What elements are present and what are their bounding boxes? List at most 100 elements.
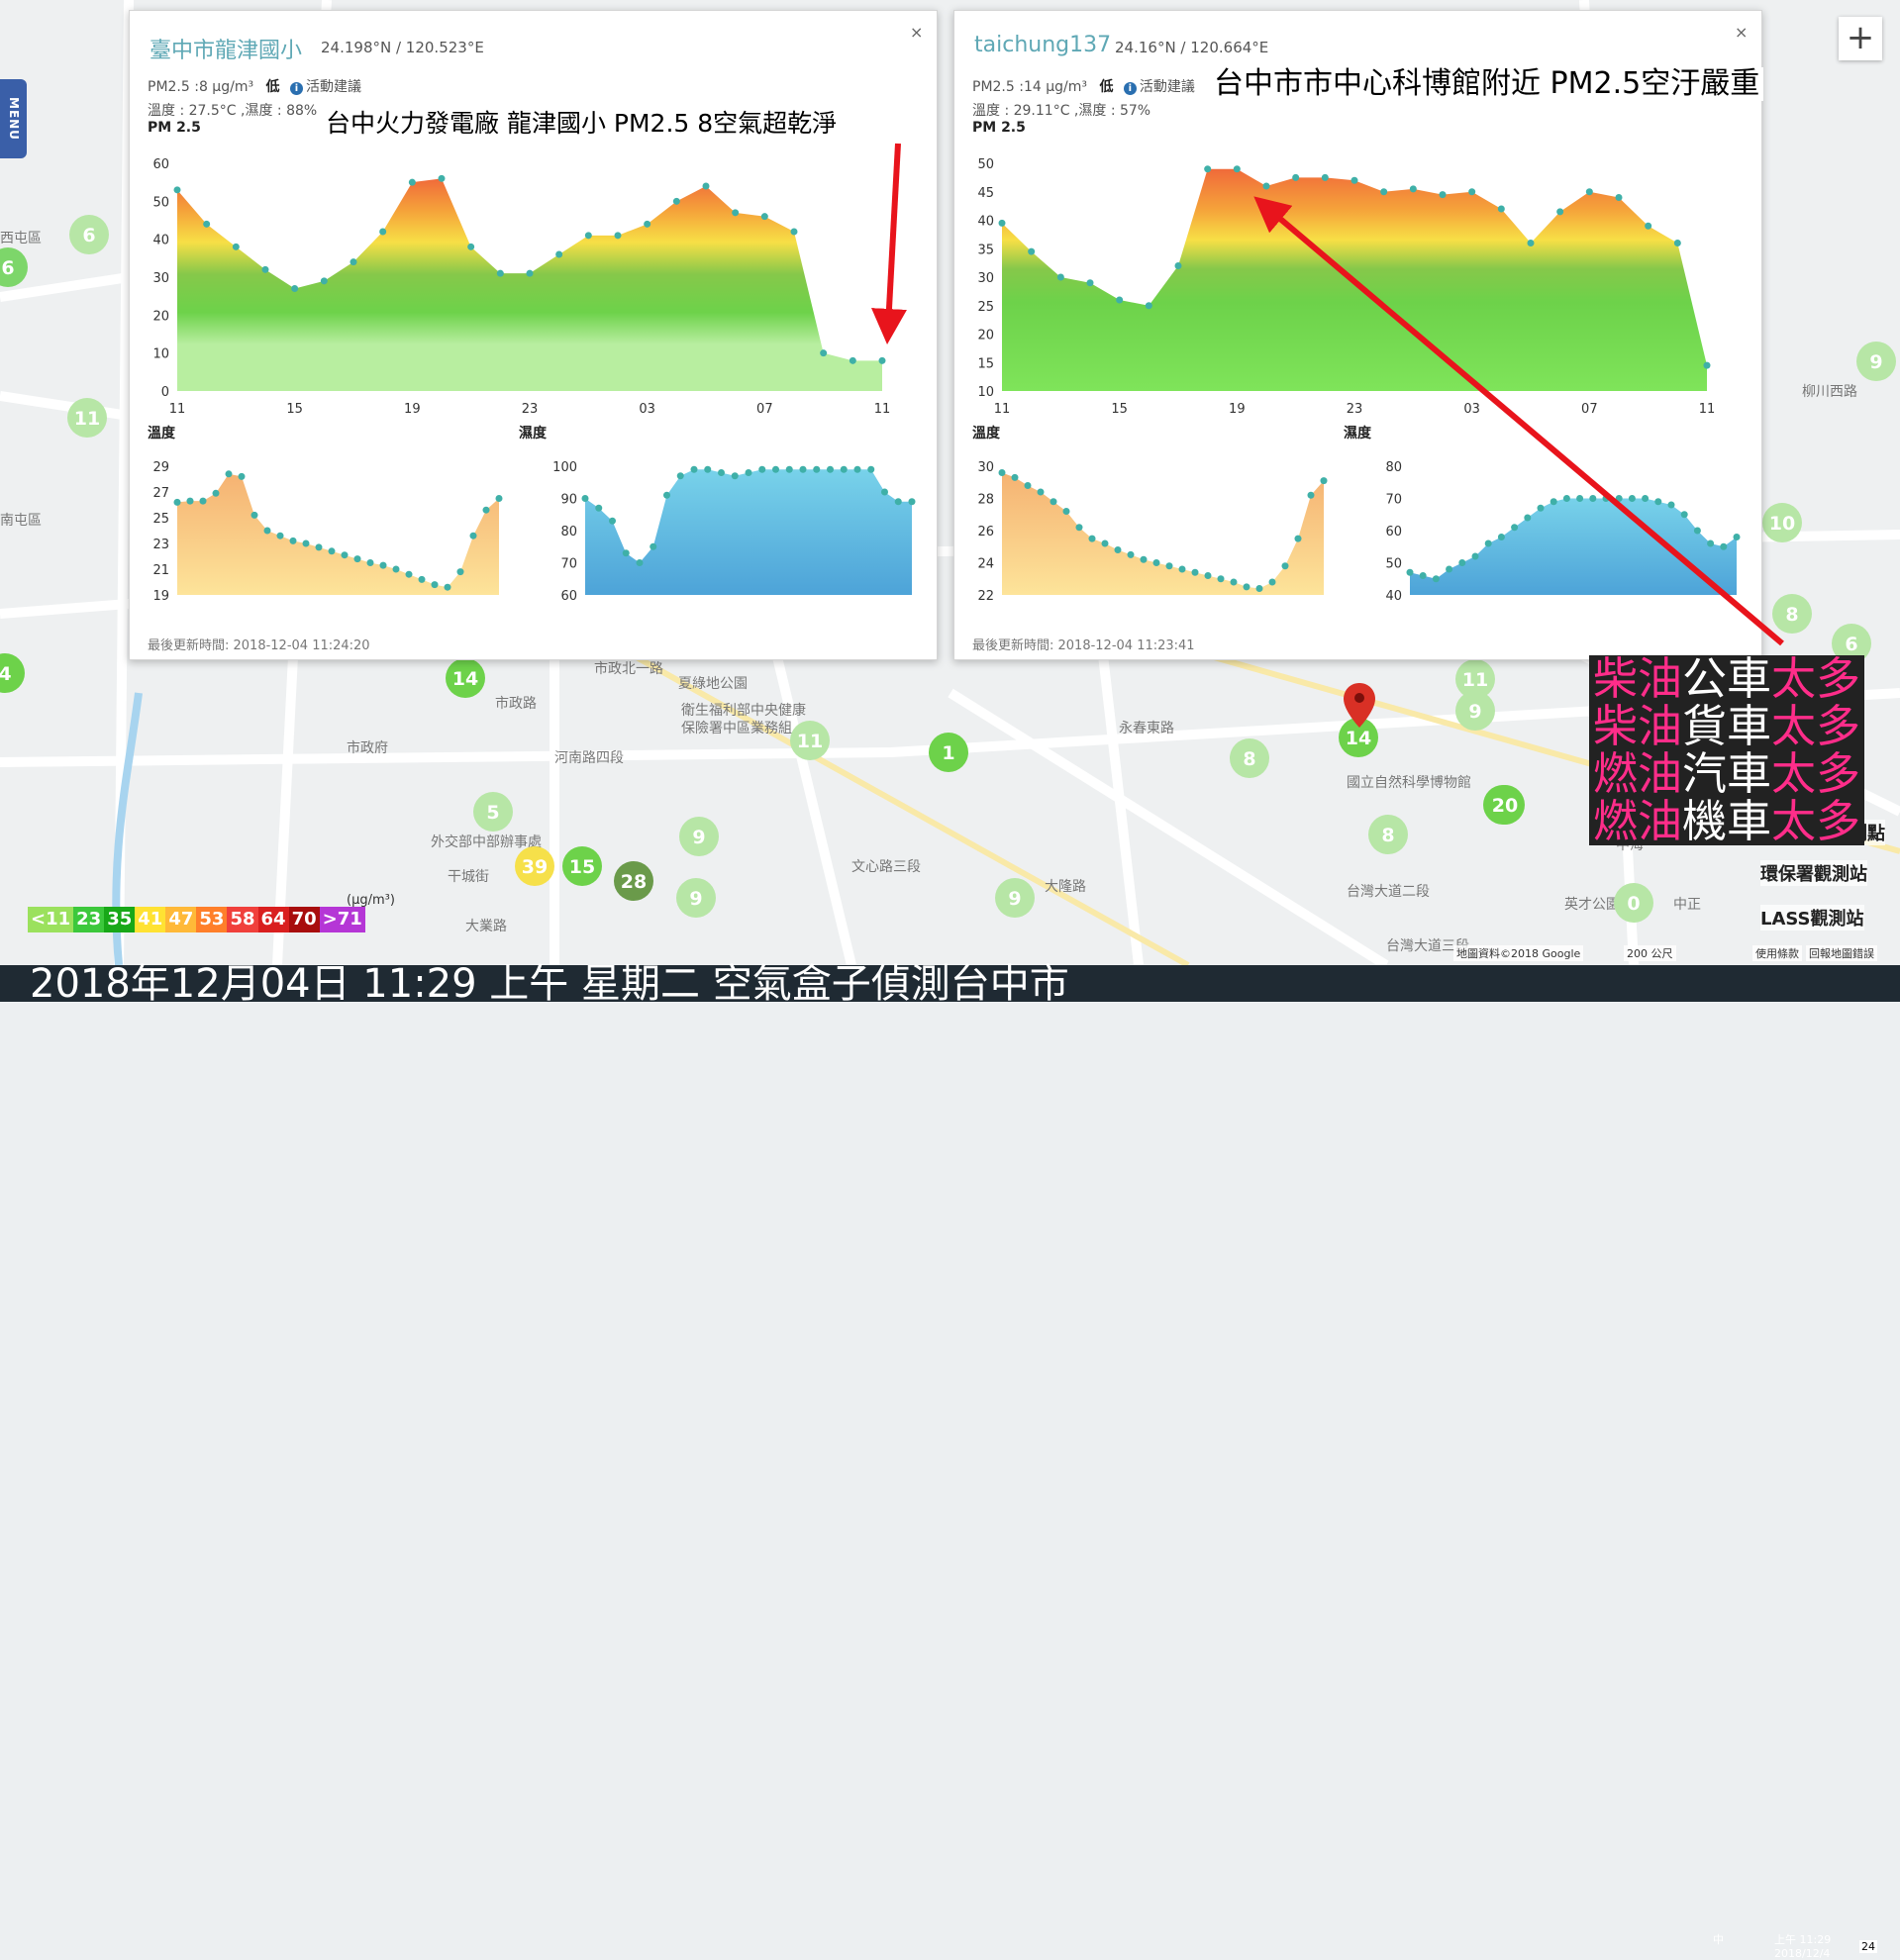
data-point	[704, 465, 712, 473]
data-point	[908, 498, 916, 506]
close-icon[interactable]: ×	[910, 23, 924, 42]
y-tick-label: 21	[152, 563, 169, 578]
y-tick-label: 80	[560, 525, 577, 539]
airbox-marker[interactable]: 1	[929, 733, 968, 772]
map-type-lass[interactable]: LASS觀測站	[1760, 905, 1864, 931]
annotation-line: 燃油機車太多	[1593, 795, 1861, 847]
airbox-marker[interactable]: 5	[473, 792, 513, 832]
map-terms-link[interactable]: 使用條款	[1752, 945, 1802, 961]
airbox-marker[interactable]: 14	[1339, 718, 1378, 757]
station-title: taichung137	[974, 33, 1112, 57]
data-point	[1642, 495, 1650, 502]
map-data-credit: 地圖資料©2018 Google	[1453, 945, 1584, 961]
data-point	[225, 470, 233, 478]
data-point	[1615, 194, 1623, 201]
data-point	[1511, 524, 1519, 532]
y-tick-label: 15	[977, 356, 994, 371]
data-point	[418, 575, 426, 583]
station-title: 臺中市龍津國小	[150, 39, 303, 63]
data-point	[1667, 501, 1675, 509]
data-point	[840, 465, 848, 473]
advice-link[interactable]: 活動建議	[305, 79, 361, 95]
airbox-marker[interactable]: 9	[679, 817, 719, 856]
zoom-in-button[interactable]: +	[1839, 17, 1882, 60]
ime-indicator[interactable]: 中	[1713, 1933, 1724, 1946]
menu-button[interactable]: MENU	[0, 79, 27, 158]
airbox-marker[interactable]: 6	[0, 247, 28, 287]
x-tick-label: 15	[1111, 402, 1128, 417]
map-label: 台灣大道三段	[1386, 938, 1469, 954]
data-point	[1307, 491, 1315, 499]
airbox-marker[interactable]: 4	[0, 653, 25, 693]
y-tick-label: 30	[977, 460, 994, 475]
airbox-marker[interactable]: 10	[1762, 503, 1802, 542]
data-point	[758, 465, 766, 473]
map-report-link[interactable]: 回報地圖錯誤	[1806, 945, 1877, 961]
close-icon[interactable]: ×	[1735, 23, 1749, 42]
airbox-marker[interactable]: 39	[515, 846, 554, 886]
data-point	[1602, 495, 1610, 502]
data-point	[1484, 539, 1492, 547]
airbox-marker[interactable]: 6	[1832, 624, 1871, 663]
marker-value: 9	[1008, 888, 1021, 910]
data-point	[650, 542, 657, 550]
airbox-marker[interactable]: 8	[1230, 738, 1269, 778]
data-point	[1562, 495, 1570, 502]
airbox-marker[interactable]: 8	[1368, 815, 1408, 854]
airbox-marker[interactable]: 28	[614, 861, 653, 901]
y-tick-label: 50	[152, 195, 169, 210]
airbox-marker[interactable]: 20	[1485, 785, 1525, 825]
legend-item: 64	[257, 907, 289, 932]
hum-chart: 60 70 80 90 100	[552, 460, 916, 604]
airbox-marker[interactable]: 9	[676, 878, 716, 918]
airbox-marker[interactable]: 9	[1455, 691, 1495, 731]
airbox-marker[interactable]: 9	[1856, 342, 1896, 381]
data-point	[1114, 546, 1122, 553]
airbox-marker[interactable]: 11	[1455, 659, 1495, 699]
x-tick-label: 11	[1699, 402, 1716, 417]
data-point	[1233, 165, 1241, 173]
series-area	[1410, 498, 1737, 595]
marker-value: 14	[1346, 728, 1371, 749]
series-area	[177, 473, 499, 595]
map-type-epa[interactable]: 環保署觀測站	[1760, 860, 1867, 886]
env-reading: 溫度 : 27.5°C ,濕度 : 88%	[148, 103, 318, 119]
data-point	[1707, 539, 1715, 547]
map-label: 市政北一路	[594, 660, 663, 677]
location-pin-icon[interactable]	[1344, 683, 1375, 728]
data-point	[1439, 191, 1447, 199]
pm25-value: PM2.5 :14 μg/m³	[972, 79, 1087, 95]
airbox-marker[interactable]: 6	[69, 215, 109, 254]
marker-value: 10	[1769, 513, 1795, 535]
data-point	[238, 472, 246, 480]
airbox-marker[interactable]: 8	[1772, 594, 1812, 634]
clock-date[interactable]: 2018/12/4	[1774, 1947, 1831, 1960]
airbox-marker[interactable]: 11	[67, 398, 107, 438]
map-label: 大業路	[465, 919, 507, 934]
advice-link[interactable]: 活動建議	[1139, 79, 1195, 95]
map-label: 市政府	[347, 739, 388, 756]
data-point	[1680, 511, 1688, 519]
map-label: 永春東路	[1119, 721, 1174, 736]
data-point	[799, 465, 807, 473]
data-point	[1191, 568, 1199, 576]
data-point	[690, 465, 698, 473]
data-point	[1050, 498, 1057, 506]
map-label: 文心路三段	[851, 859, 921, 875]
data-point	[998, 219, 1006, 227]
notification-icon[interactable]: 24	[1859, 1940, 1877, 1953]
data-point	[1062, 508, 1070, 515]
clock-time[interactable]: 上午 11:29	[1774, 1933, 1832, 1946]
airbox-marker[interactable]: 15	[562, 846, 602, 886]
airbox-marker[interactable]: 0	[1614, 883, 1653, 923]
data-point	[186, 497, 194, 505]
airbox-marker[interactable]: 11	[790, 721, 830, 760]
airbox-marker[interactable]: 9	[995, 878, 1035, 918]
data-point	[636, 559, 644, 566]
y-tick-label: 50	[1385, 557, 1402, 572]
y-tick-label: 80	[1385, 460, 1402, 475]
y-tick-label: 10	[977, 385, 994, 400]
airbox-marker[interactable]: 14	[446, 658, 485, 698]
y-tick-label: 27	[152, 486, 169, 501]
data-point	[1615, 495, 1623, 502]
